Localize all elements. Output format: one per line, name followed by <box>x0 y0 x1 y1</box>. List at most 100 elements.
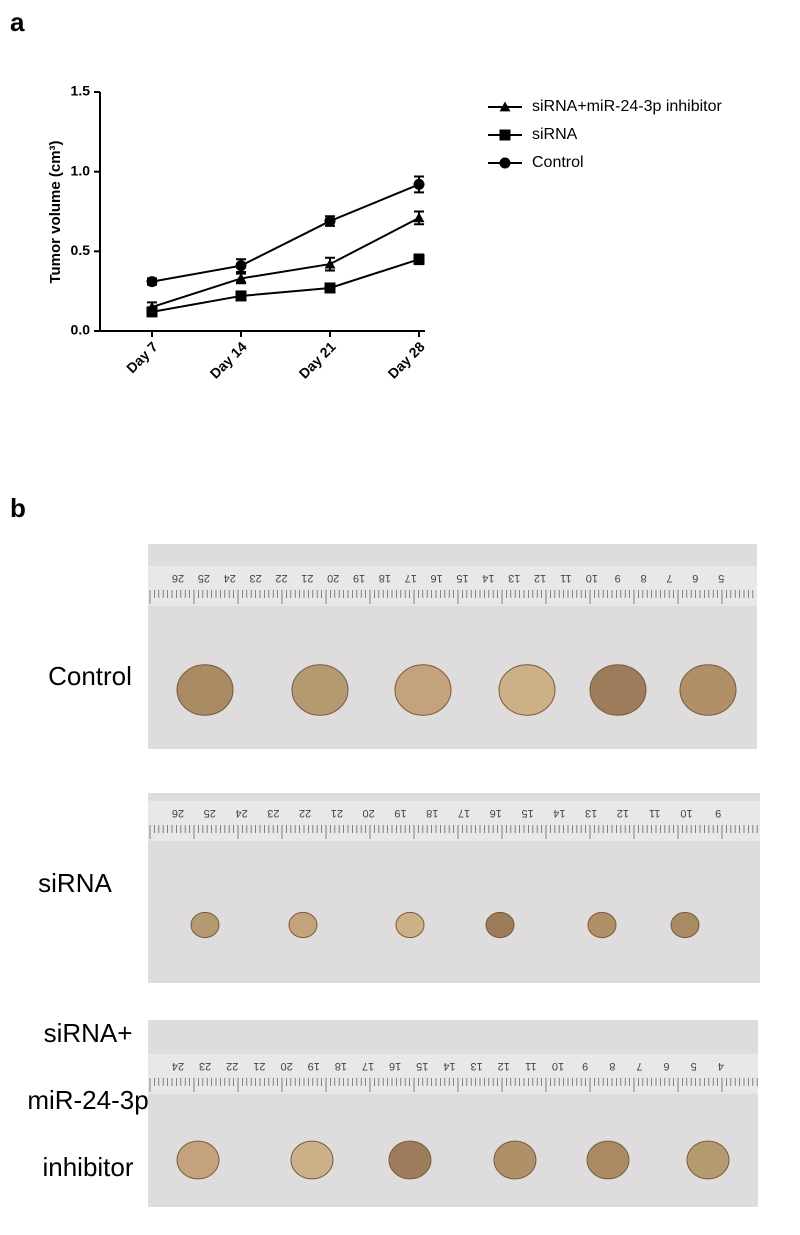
tumor <box>395 911 425 939</box>
ruler-number: 5 <box>691 1060 697 1072</box>
tumor <box>394 664 452 716</box>
y-tick-label: 1.5 <box>71 83 91 99</box>
ruler-number: 8 <box>640 572 646 584</box>
ruler-number: 23 <box>199 1060 211 1072</box>
ruler-number: 17 <box>458 807 470 819</box>
ruler-number: 10 <box>680 807 692 819</box>
panel-label: a <box>10 7 25 37</box>
legend-label: siRNA <box>532 126 578 143</box>
ruler-number: 24 <box>235 807 247 819</box>
panel-label: b <box>10 493 26 523</box>
ruler-number: 14 <box>443 1060 455 1072</box>
ruler-number: 24 <box>172 1060 184 1072</box>
marker <box>499 101 511 112</box>
ruler-number: 19 <box>353 572 365 584</box>
tumor <box>290 1140 334 1180</box>
photo-label: siRNA+ <box>44 1018 133 1048</box>
tumor <box>587 911 617 939</box>
photo-label: siRNA <box>38 868 112 898</box>
ruler-number: 19 <box>308 1060 320 1072</box>
x-tick-label: Day 21 <box>295 338 338 381</box>
ruler-number: 7 <box>636 1060 642 1072</box>
tumor <box>291 664 349 716</box>
ruler-number: 23 <box>267 807 279 819</box>
ruler-number: 20 <box>327 572 339 584</box>
ruler-number: 12 <box>534 572 546 584</box>
y-tick-label: 0.0 <box>71 322 91 338</box>
ruler-number: 21 <box>301 572 313 584</box>
tumor <box>498 664 556 716</box>
tumor <box>176 1140 220 1180</box>
x-tick-label: Day 7 <box>123 338 161 376</box>
photo-label: miR-24-3p <box>27 1085 148 1115</box>
marker <box>413 253 425 265</box>
ruler-number: 11 <box>525 1060 536 1072</box>
ruler-number: 16 <box>389 1060 401 1072</box>
marker <box>499 129 511 141</box>
ruler-number: 10 <box>552 1060 564 1072</box>
marker <box>146 276 158 288</box>
ruler-number: 6 <box>692 572 698 584</box>
ruler-number: 9 <box>582 1060 588 1072</box>
y-tick-label: 1.0 <box>71 162 91 178</box>
ruler-number: 9 <box>615 572 621 584</box>
ruler-number: 22 <box>299 807 311 819</box>
ruler-number: 14 <box>482 572 494 584</box>
tumor <box>485 911 515 939</box>
ruler-number: 17 <box>405 572 417 584</box>
ruler-number: 9 <box>715 807 721 819</box>
marker <box>235 272 247 283</box>
ruler-number: 17 <box>362 1060 374 1072</box>
ruler-number: 18 <box>379 572 391 584</box>
ruler-number: 22 <box>275 572 287 584</box>
ruler-number: 18 <box>335 1060 347 1072</box>
ruler-number: 20 <box>280 1060 292 1072</box>
y-axis-label: Tumor volume (cm³) <box>47 140 64 283</box>
ruler-number: 21 <box>331 807 343 819</box>
ruler-number: 21 <box>253 1060 265 1072</box>
series-line <box>151 216 420 309</box>
ruler-number: 18 <box>426 807 438 819</box>
ruler-number: 25 <box>198 572 210 584</box>
ruler-number: 8 <box>609 1060 615 1072</box>
ruler-number: 11 <box>560 572 571 584</box>
photo-label: Control <box>48 661 132 691</box>
series-line <box>151 183 420 283</box>
marker <box>235 260 247 272</box>
ruler-number: 24 <box>224 572 236 584</box>
tumor <box>388 1140 432 1180</box>
photo-label: inhibitor <box>42 1152 133 1182</box>
marker <box>324 258 336 269</box>
tumor <box>679 664 737 716</box>
tumor <box>190 911 220 939</box>
marker <box>146 306 158 318</box>
ruler-number: 26 <box>172 572 184 584</box>
ruler-number: 13 <box>508 572 520 584</box>
ruler-number: 16 <box>431 572 443 584</box>
marker <box>324 215 336 227</box>
ruler-number: 15 <box>521 807 533 819</box>
series-line <box>151 258 420 313</box>
tumor <box>670 911 700 939</box>
photo-background <box>148 1020 758 1207</box>
marker <box>499 157 511 169</box>
ruler-number: 5 <box>718 572 724 584</box>
y-tick-label: 0.5 <box>71 242 91 258</box>
ruler-number: 6 <box>664 1060 670 1072</box>
ruler <box>148 566 757 606</box>
marker <box>235 290 247 302</box>
x-tick-label: Day 28 <box>384 338 427 381</box>
ruler <box>148 801 760 841</box>
ruler-number: 15 <box>456 572 468 584</box>
ruler-number: 11 <box>649 807 660 819</box>
ruler-number: 13 <box>585 807 597 819</box>
ruler-number: 19 <box>394 807 406 819</box>
tumor <box>589 664 647 716</box>
legend-label: Control <box>532 154 584 171</box>
legend-label: siRNA+miR-24-3p inhibitor <box>532 98 723 115</box>
ruler-number: 12 <box>498 1060 510 1072</box>
ruler-number: 23 <box>249 572 261 584</box>
ruler-number: 20 <box>363 807 375 819</box>
ruler-number: 4 <box>718 1060 724 1072</box>
